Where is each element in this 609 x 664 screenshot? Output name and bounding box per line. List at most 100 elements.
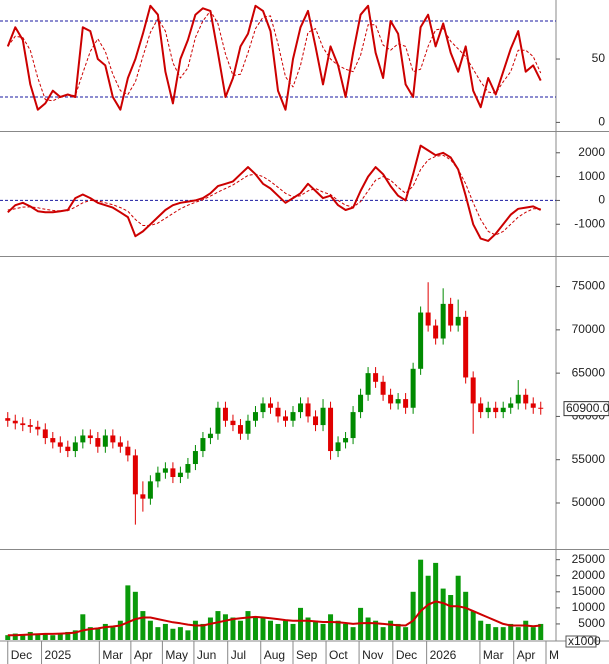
volume-bar bbox=[493, 627, 499, 640]
volume-bar bbox=[140, 611, 146, 640]
volume-bar bbox=[418, 559, 424, 640]
y-tick-label: 1000 bbox=[578, 169, 605, 183]
volume-bar bbox=[508, 623, 514, 640]
candle-body bbox=[298, 403, 304, 413]
candle-body bbox=[365, 373, 371, 395]
x-tick-label: Aug bbox=[264, 648, 285, 662]
volume-bar bbox=[440, 588, 446, 640]
volume-bar bbox=[320, 623, 326, 640]
x-tick-label: Sep bbox=[296, 648, 318, 662]
candle-body bbox=[200, 438, 206, 452]
candle-body bbox=[485, 407, 491, 413]
volume-bar bbox=[117, 620, 123, 640]
volume-bar bbox=[20, 634, 26, 640]
y-tick-label: 2000 bbox=[578, 145, 605, 159]
volume-bar bbox=[463, 591, 469, 640]
series-line bbox=[7, 10, 542, 102]
candle-body bbox=[260, 403, 266, 413]
volume-bar bbox=[305, 617, 311, 640]
candle-body bbox=[102, 435, 108, 447]
y-tick-label: 25000 bbox=[572, 552, 606, 566]
volume-bar bbox=[27, 631, 33, 640]
candle-body bbox=[538, 407, 544, 409]
candle-body bbox=[12, 420, 18, 424]
candle-body bbox=[320, 407, 326, 426]
y-tick-label: 65000 bbox=[572, 365, 606, 379]
volume-bar bbox=[215, 611, 221, 640]
candle-body bbox=[440, 303, 446, 339]
candle-body bbox=[523, 394, 529, 404]
last-price-box bbox=[563, 401, 609, 417]
candle-body bbox=[358, 394, 364, 413]
candle-body bbox=[328, 407, 334, 452]
volume-bar bbox=[147, 620, 153, 640]
unit-box bbox=[565, 635, 597, 648]
candle-body bbox=[515, 394, 521, 404]
volume-bar bbox=[237, 620, 243, 640]
volume-bar bbox=[365, 617, 371, 640]
y-tick-label: 20000 bbox=[572, 568, 606, 582]
candle-body bbox=[433, 325, 439, 339]
y-tick-label: 15000 bbox=[572, 584, 606, 598]
volume-bar bbox=[500, 627, 506, 640]
candle-body bbox=[20, 423, 26, 426]
y-tick-label: 75000 bbox=[572, 279, 606, 293]
volume-bar bbox=[267, 620, 273, 640]
x-tick-label: Jun bbox=[197, 648, 216, 662]
volume-bar bbox=[388, 620, 394, 640]
candle-body bbox=[42, 429, 48, 439]
x-tick-label: Apr bbox=[134, 648, 153, 662]
candle-body bbox=[140, 494, 146, 499]
last-price-label: 60900.00 bbox=[566, 401, 609, 415]
volume-bar bbox=[80, 614, 86, 640]
candle-body bbox=[380, 381, 386, 395]
volume-bar bbox=[95, 628, 101, 640]
volume-bar bbox=[162, 623, 168, 640]
candle-body bbox=[313, 416, 319, 426]
volume-bar bbox=[12, 633, 18, 640]
candle-body bbox=[80, 435, 86, 443]
candle-body bbox=[448, 303, 454, 326]
x-tick-label: 2025 bbox=[45, 648, 72, 662]
volume-bar bbox=[260, 617, 266, 640]
y-tick-label: 50 bbox=[592, 51, 606, 65]
candle-body bbox=[493, 407, 499, 413]
volume-bar bbox=[132, 591, 138, 640]
candle-body bbox=[35, 426, 41, 430]
volume-bar bbox=[485, 623, 491, 640]
candle-body bbox=[65, 446, 71, 452]
volume-bar bbox=[110, 627, 116, 640]
volume-bar bbox=[5, 635, 11, 640]
candle-body bbox=[252, 412, 258, 421]
candle-body bbox=[192, 451, 198, 465]
x-tick-label: Dec bbox=[396, 648, 417, 662]
candle-body bbox=[395, 399, 401, 404]
y-tick-label: 55000 bbox=[572, 452, 606, 466]
volume-bar bbox=[395, 623, 401, 640]
volume-bar bbox=[530, 627, 536, 640]
volume-bar bbox=[380, 627, 386, 640]
candle-body bbox=[290, 412, 296, 421]
volume-bar bbox=[478, 620, 484, 640]
candle-body bbox=[373, 373, 379, 382]
candle-body bbox=[132, 455, 138, 495]
candle-body bbox=[155, 472, 161, 482]
x-tick-label: May bbox=[165, 648, 188, 662]
candle-body bbox=[418, 312, 424, 369]
candle-body bbox=[403, 399, 409, 408]
volume-bar bbox=[185, 630, 191, 640]
series-line bbox=[7, 154, 541, 236]
volume-bar bbox=[50, 635, 56, 640]
candle-body bbox=[267, 403, 273, 408]
volume-bar bbox=[298, 607, 304, 640]
candle-body bbox=[162, 468, 168, 473]
candle-body bbox=[470, 377, 476, 404]
volume-bar bbox=[252, 617, 258, 640]
volume-bar bbox=[57, 634, 63, 640]
volume-bar bbox=[538, 623, 544, 640]
volume-bar bbox=[313, 620, 319, 640]
candle-body bbox=[87, 435, 93, 439]
x-tick-label: Mar bbox=[483, 648, 504, 662]
volume-bar bbox=[72, 630, 78, 640]
